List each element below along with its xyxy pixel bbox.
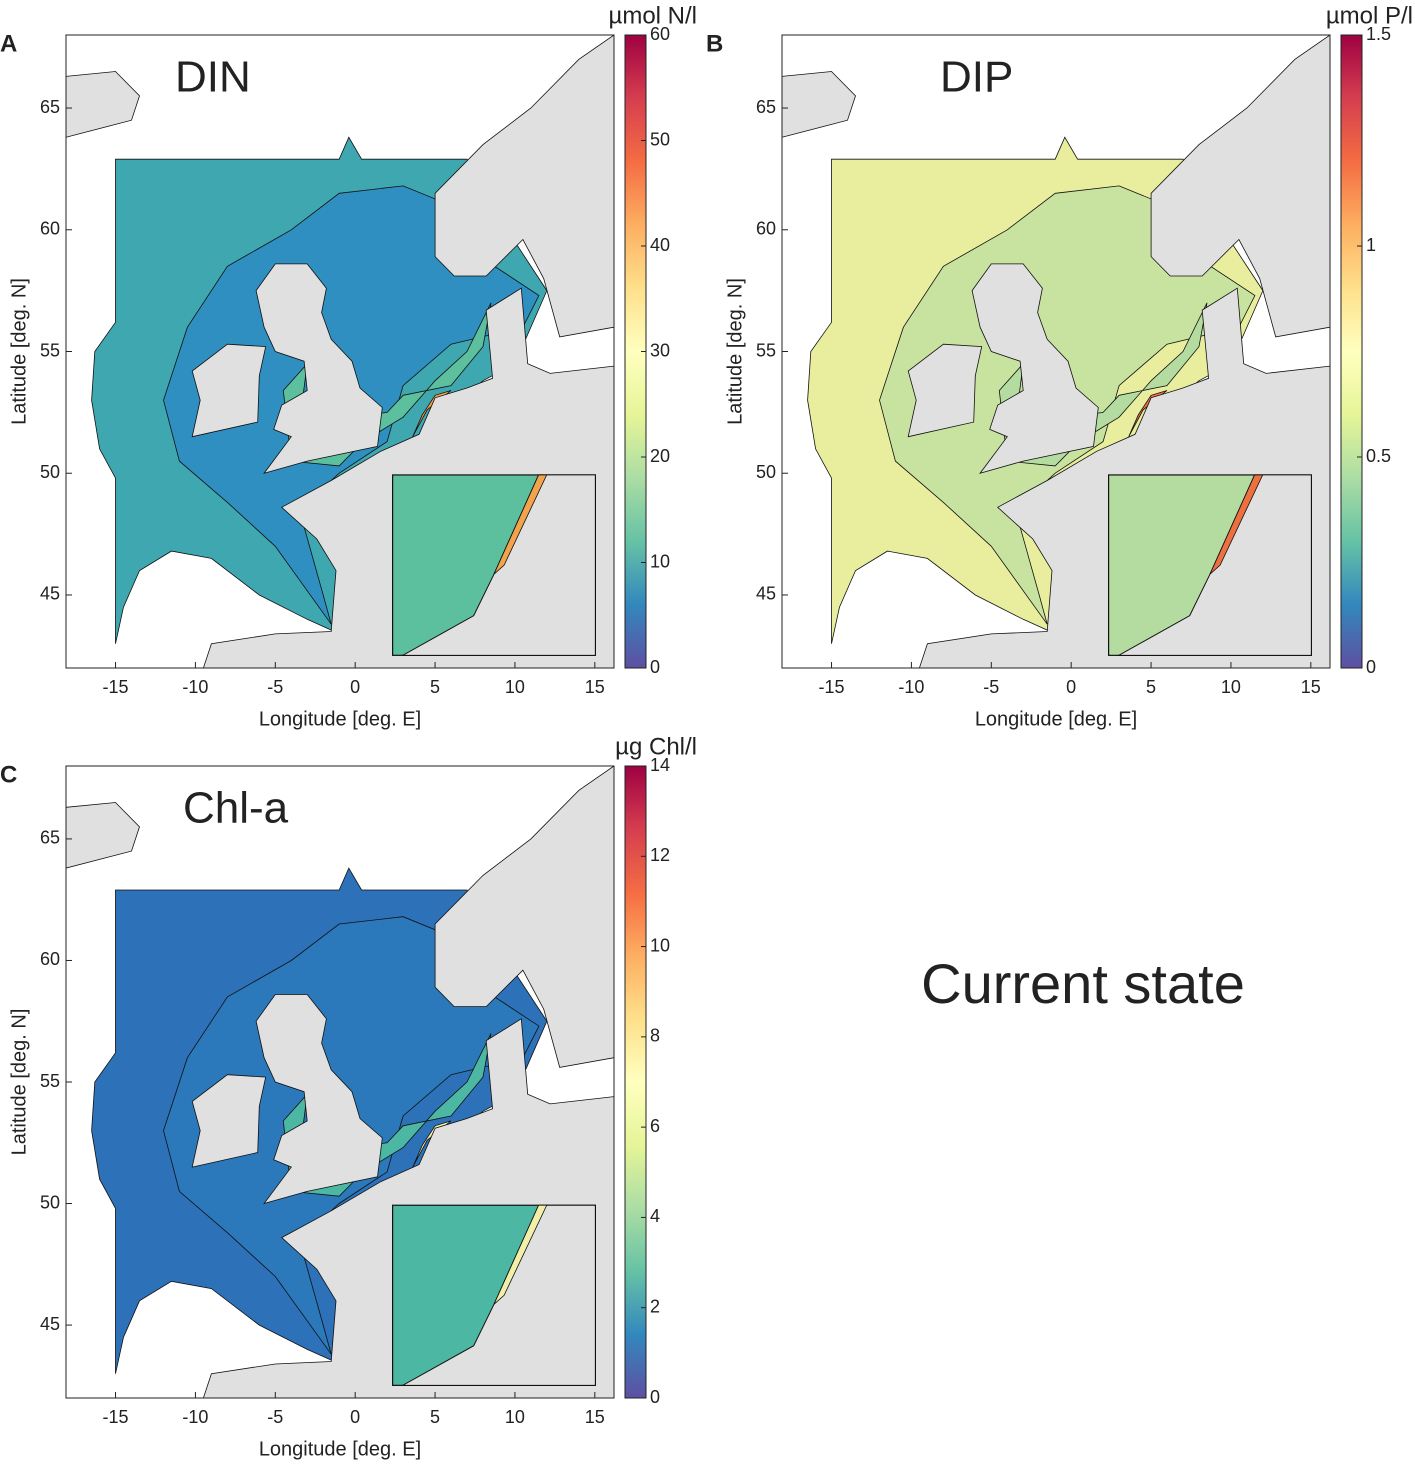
y-tick-label: 45 xyxy=(756,584,776,604)
y-tick-label: 65 xyxy=(40,828,60,848)
inset-nearshore xyxy=(493,1204,548,1305)
region-nearshore xyxy=(1128,390,1168,437)
colorbar-tick-label: 1.5 xyxy=(1366,24,1391,44)
y-tick-label: 55 xyxy=(40,340,60,360)
inset-nearshore xyxy=(493,474,548,575)
y-axis-label: Latitude [deg. N] xyxy=(724,278,746,425)
colorbar-tick-label: 30 xyxy=(650,340,670,360)
land xyxy=(434,35,614,338)
colorbar-tick-label: 4 xyxy=(650,1206,660,1226)
y-axis-label: Latitude [deg. N] xyxy=(8,278,30,425)
x-tick-label: -5 xyxy=(983,677,999,697)
x-tick-label: 5 xyxy=(430,1407,440,1427)
panel-letter: B xyxy=(706,30,723,57)
colorbar-tick-label: 0.5 xyxy=(1366,446,1391,466)
inset-nearshore xyxy=(1209,474,1264,575)
x-axis-label: Longitude [deg. E] xyxy=(975,708,1137,730)
region-nearshore xyxy=(412,390,452,437)
x-tick-label: -15 xyxy=(103,677,129,697)
map-panel xyxy=(66,35,614,668)
x-tick-label: 0 xyxy=(1066,677,1076,697)
y-tick-label: 45 xyxy=(40,1314,60,1334)
x-tick-label: -5 xyxy=(267,677,283,697)
colorbar-tick-label: 10 xyxy=(650,551,670,571)
colorbar-tick-label: 0 xyxy=(1366,657,1376,677)
x-tick-label: 0 xyxy=(350,677,360,697)
y-tick-label: 50 xyxy=(40,462,60,482)
y-tick-label: 65 xyxy=(756,97,776,117)
y-tick-label: 45 xyxy=(40,584,60,604)
colorbar-tick-label: 10 xyxy=(650,935,670,955)
land xyxy=(66,802,140,869)
y-axis-label: Latitude [deg. N] xyxy=(8,1009,30,1156)
land xyxy=(191,343,267,438)
x-tick-label: -15 xyxy=(103,1407,129,1427)
x-tick-label: 0 xyxy=(350,1407,360,1427)
y-tick-label: 50 xyxy=(756,462,776,482)
land xyxy=(971,263,1099,474)
panel-letter: A xyxy=(0,30,17,57)
colorbar-tick-label: 1 xyxy=(1366,235,1376,255)
x-tick-label: -10 xyxy=(898,677,924,697)
y-tick-label: 60 xyxy=(756,219,776,239)
colorbar-label: µmol N/l xyxy=(609,2,698,29)
x-tick-label: 5 xyxy=(1146,677,1156,697)
colorbar-tick-label: 40 xyxy=(650,235,670,255)
colorbar-label: µg Chl/l xyxy=(615,733,697,760)
land xyxy=(191,1074,267,1168)
colorbar xyxy=(624,765,647,1399)
colorbar-tick-label: 6 xyxy=(650,1116,660,1136)
x-tick-label: 10 xyxy=(505,1407,525,1427)
land xyxy=(907,343,983,438)
y-tick-label: 55 xyxy=(756,340,776,360)
x-axis-label: Longitude [deg. E] xyxy=(259,1438,421,1460)
colorbar-tick-label: 20 xyxy=(650,446,670,466)
land xyxy=(434,766,614,1068)
x-tick-label: 15 xyxy=(585,677,605,697)
x-tick-label: -5 xyxy=(267,1407,283,1427)
land xyxy=(255,263,383,474)
x-tick-label: 15 xyxy=(1301,677,1321,697)
region-nearshore xyxy=(412,1120,452,1168)
colorbar-tick-label: 8 xyxy=(650,1026,660,1046)
colorbar-tick-label: 50 xyxy=(650,129,670,149)
colorbar-tick-label: 0 xyxy=(650,657,660,677)
x-tick-label: -10 xyxy=(182,677,208,697)
colorbar-tick-label: 14 xyxy=(650,755,670,775)
y-tick-label: 60 xyxy=(40,949,60,969)
x-tick-label: 10 xyxy=(505,677,525,697)
land xyxy=(255,994,383,1205)
y-tick-label: 65 xyxy=(40,97,60,117)
x-tick-label: 10 xyxy=(1221,677,1241,697)
colorbar xyxy=(1340,34,1363,669)
colorbar-label: µmol P/l xyxy=(1326,2,1413,29)
land xyxy=(66,71,140,138)
x-axis-label: Longitude [deg. E] xyxy=(259,708,421,730)
y-tick-label: 60 xyxy=(40,219,60,239)
x-tick-label: 5 xyxy=(430,677,440,697)
colorbar-tick-label: 2 xyxy=(650,1296,660,1316)
land xyxy=(782,71,856,138)
panel-title: DIP xyxy=(940,53,1013,102)
colorbar-tick-label: 12 xyxy=(650,845,670,865)
panel-letter: C xyxy=(0,761,17,788)
land xyxy=(1150,35,1330,338)
caption: Current state xyxy=(921,952,1245,1015)
y-tick-label: 55 xyxy=(40,1071,60,1091)
colorbar-tick-label: 60 xyxy=(650,24,670,44)
panel-title: Chl-a xyxy=(183,784,289,833)
colorbar-tick-label: 0 xyxy=(650,1387,660,1407)
panel-title: DIN xyxy=(175,53,251,102)
x-tick-label: 15 xyxy=(585,1407,605,1427)
x-tick-label: -10 xyxy=(182,1407,208,1427)
x-tick-label: -15 xyxy=(819,677,845,697)
y-tick-label: 50 xyxy=(40,1192,60,1212)
